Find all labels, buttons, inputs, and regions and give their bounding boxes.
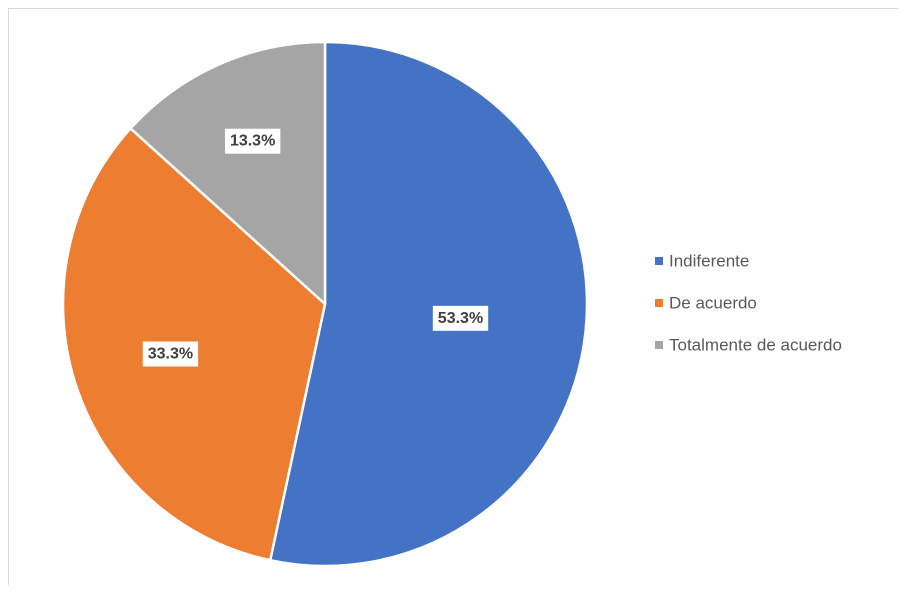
data-label-box bbox=[142, 341, 199, 367]
legend-swatch bbox=[655, 341, 663, 349]
chart-area: 53.3% 33.3% 13.3% Indiferente De acuerdo Tot… bbox=[8, 8, 898, 585]
data-label-text: 33.3% bbox=[148, 346, 193, 363]
legend-item-totalmente-de-acuerdo: Totalmente de acuerdo bbox=[655, 336, 842, 355]
data-label-box bbox=[432, 305, 489, 331]
data-label-box bbox=[224, 128, 281, 154]
legend-item-indiferente: Indiferente bbox=[655, 252, 749, 271]
legend-swatch bbox=[655, 299, 663, 307]
legend-item-de-acuerdo: De acuerdo bbox=[655, 294, 757, 313]
legend-label: Indiferente bbox=[669, 252, 749, 271]
data-label-text: 53.3% bbox=[438, 310, 483, 327]
legend-label: De acuerdo bbox=[669, 294, 757, 313]
data-label-indiferente: 53.3% bbox=[432, 305, 489, 331]
data-label-totalmente-de-acuerdo: 13.3% bbox=[224, 128, 281, 154]
pie-slice-totalmente-de-acuerdo bbox=[129, 40, 327, 306]
data-label-de-acuerdo: 33.3% bbox=[142, 341, 199, 367]
pie-slice-indiferente bbox=[268, 40, 589, 568]
legend-label: Totalmente de acuerdo bbox=[669, 336, 842, 355]
pie-chart: 53.3% 33.3% 13.3% Indiferente De acuerdo Tot… bbox=[61, 40, 842, 568]
data-label-text: 13.3% bbox=[230, 133, 275, 150]
legend: Indiferente De acuerdo Totalmente de acuer… bbox=[655, 252, 842, 355]
legend-swatch bbox=[655, 257, 663, 265]
